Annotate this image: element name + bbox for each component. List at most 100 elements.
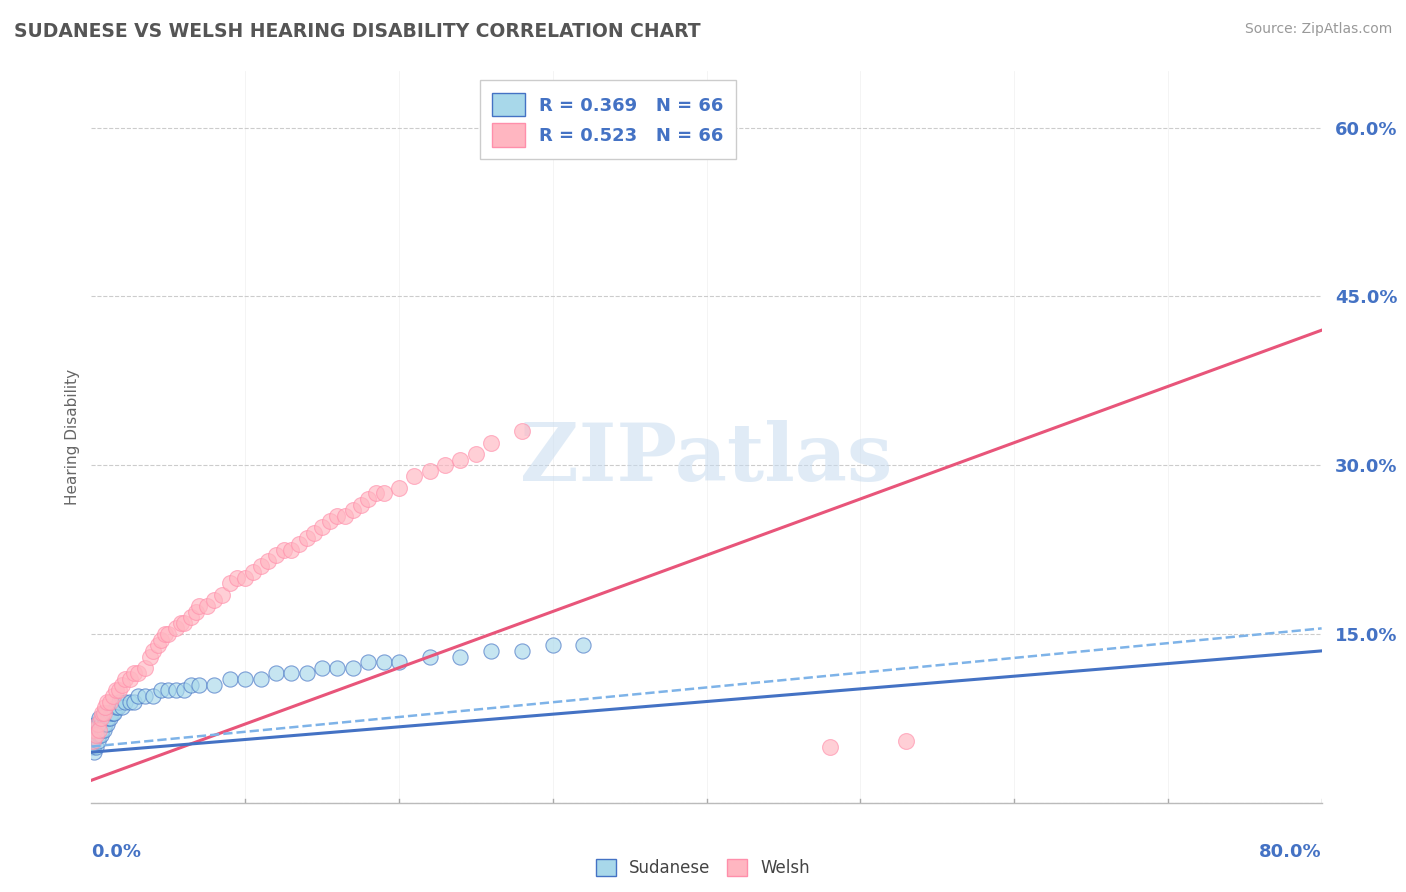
Point xyxy=(114,672,136,686)
Point xyxy=(311,661,333,675)
Point xyxy=(818,739,841,754)
Point xyxy=(87,728,110,742)
Point xyxy=(86,717,108,731)
Point xyxy=(233,571,256,585)
Point xyxy=(87,723,110,737)
Point xyxy=(98,711,121,725)
Point xyxy=(449,649,471,664)
Point xyxy=(134,661,156,675)
Point xyxy=(510,425,533,439)
Legend: Sudanese, Welsh: Sudanese, Welsh xyxy=(589,852,817,884)
Point xyxy=(101,689,124,703)
Point xyxy=(295,666,318,681)
Point xyxy=(304,525,326,540)
Point xyxy=(82,734,104,748)
Point xyxy=(373,655,395,669)
Point xyxy=(349,498,371,512)
Point xyxy=(510,644,533,658)
Point xyxy=(419,464,441,478)
Text: 80.0%: 80.0% xyxy=(1258,843,1322,861)
Point xyxy=(896,734,918,748)
Point xyxy=(97,711,120,725)
Point xyxy=(165,621,187,635)
Point xyxy=(103,706,125,720)
Point xyxy=(449,452,471,467)
Point xyxy=(288,537,311,551)
Point xyxy=(364,486,387,500)
Point xyxy=(142,689,165,703)
Point xyxy=(91,711,114,725)
Point xyxy=(319,515,342,529)
Point xyxy=(87,723,110,737)
Point xyxy=(242,565,264,579)
Point xyxy=(388,481,411,495)
Point xyxy=(87,711,110,725)
Point xyxy=(419,649,441,664)
Point xyxy=(111,678,134,692)
Legend: R = 0.369   N = 66, R = 0.523   N = 66: R = 0.369 N = 66, R = 0.523 N = 66 xyxy=(479,80,737,160)
Point xyxy=(404,469,426,483)
Point xyxy=(83,723,105,737)
Point xyxy=(94,700,117,714)
Point xyxy=(93,706,115,720)
Point xyxy=(90,717,112,731)
Point xyxy=(273,542,295,557)
Point xyxy=(188,599,211,613)
Y-axis label: Hearing Disability: Hearing Disability xyxy=(65,369,80,505)
Point xyxy=(479,644,502,658)
Point xyxy=(180,678,202,692)
Point xyxy=(124,694,146,708)
Point xyxy=(169,615,191,630)
Point xyxy=(84,728,107,742)
Point xyxy=(311,520,333,534)
Point xyxy=(86,717,108,731)
Point xyxy=(280,542,302,557)
Point xyxy=(86,734,108,748)
Point xyxy=(153,627,177,641)
Point xyxy=(180,610,202,624)
Point xyxy=(96,694,118,708)
Point xyxy=(572,638,595,652)
Point xyxy=(96,717,118,731)
Point xyxy=(188,678,211,692)
Point xyxy=(108,694,131,708)
Point xyxy=(326,508,349,523)
Point xyxy=(157,627,180,641)
Point xyxy=(257,554,280,568)
Point xyxy=(333,508,356,523)
Text: SUDANESE VS WELSH HEARING DISABILITY CORRELATION CHART: SUDANESE VS WELSH HEARING DISABILITY COR… xyxy=(14,22,700,41)
Point xyxy=(173,615,195,630)
Point xyxy=(100,706,122,720)
Point xyxy=(249,559,271,574)
Point xyxy=(434,458,457,473)
Point xyxy=(202,678,225,692)
Point xyxy=(342,503,364,517)
Point xyxy=(295,532,318,546)
Text: ZIPatlas: ZIPatlas xyxy=(520,420,893,498)
Point xyxy=(83,734,105,748)
Point xyxy=(83,723,105,737)
Point xyxy=(357,655,380,669)
Point xyxy=(93,711,115,725)
Point xyxy=(114,694,136,708)
Point xyxy=(82,728,104,742)
Point xyxy=(326,661,349,675)
Point xyxy=(146,638,169,652)
Point xyxy=(127,689,149,703)
Point xyxy=(84,739,107,754)
Point xyxy=(105,700,127,714)
Point xyxy=(86,723,108,737)
Point xyxy=(82,734,104,748)
Point xyxy=(157,683,180,698)
Text: Source: ZipAtlas.com: Source: ZipAtlas.com xyxy=(1244,22,1392,37)
Point xyxy=(280,666,302,681)
Point xyxy=(83,745,105,759)
Point xyxy=(142,644,165,658)
Point xyxy=(233,672,256,686)
Point xyxy=(357,491,380,506)
Point xyxy=(134,689,156,703)
Point xyxy=(464,447,486,461)
Point xyxy=(373,486,395,500)
Text: 0.0%: 0.0% xyxy=(91,843,142,861)
Point xyxy=(264,548,287,562)
